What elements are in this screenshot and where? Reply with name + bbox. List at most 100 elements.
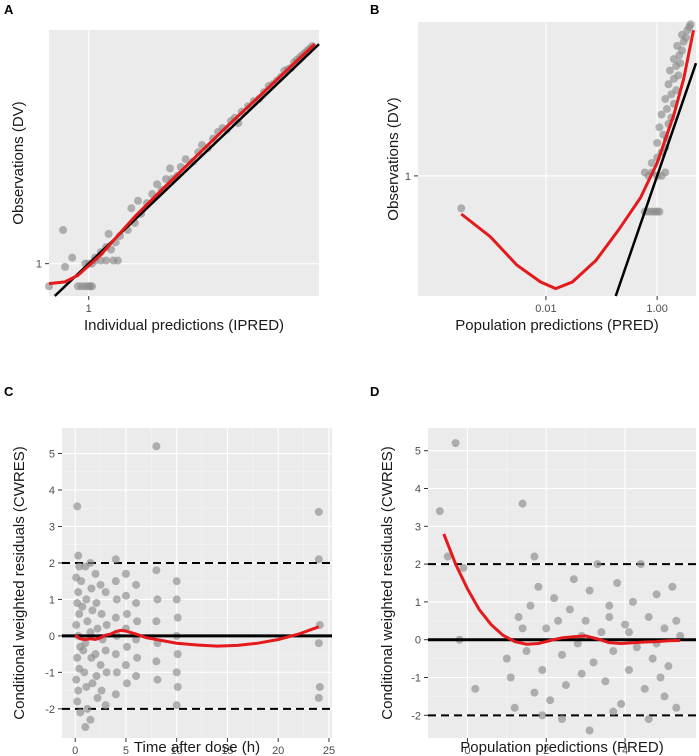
panel-d-y-tick-label: 1	[415, 597, 421, 609]
panel-b-smooth-curve	[460, 29, 695, 291]
panel-d-data-point	[530, 552, 539, 561]
panel-c-data-point	[172, 668, 181, 677]
panel-b-data-point	[661, 94, 670, 103]
panel-c-data-point	[93, 693, 102, 702]
panel-a-letter: A	[4, 2, 14, 17]
panel-a-data-point	[102, 256, 111, 265]
panel-d-data-point	[510, 703, 519, 712]
panel-a-data-point	[113, 256, 122, 265]
panel-c-data-point	[74, 551, 83, 560]
panel-d-data-point	[435, 507, 444, 516]
panel-d-x-tick-label: 2	[543, 745, 549, 756]
panel-c-data-point	[72, 675, 81, 684]
panel-c-data-point	[96, 580, 105, 589]
panel-d-data-point	[589, 658, 598, 667]
panel-d-y-tick-label: 2	[415, 559, 421, 571]
panel-b-data-point	[672, 86, 681, 95]
panel-b-data-point	[647, 159, 656, 168]
panel-b-data-point	[673, 41, 682, 50]
panel-c-data-point	[111, 613, 120, 622]
panel-a-data-point	[162, 175, 171, 184]
panel-c-data-point	[83, 704, 92, 713]
panel-c-data-point	[73, 697, 82, 706]
panel-b-data-point	[676, 59, 685, 68]
panel-c-data-point	[152, 442, 161, 451]
panel-c-data-point	[101, 646, 110, 655]
panel-c-y-tick-label: 3	[49, 521, 55, 533]
panel-c-data-point	[132, 635, 141, 644]
panel-c-data-point	[314, 639, 323, 648]
panel-c-data-point	[121, 661, 130, 670]
panel-c-data-point	[172, 701, 181, 710]
panel-d-data-point	[542, 624, 551, 633]
panel-d-data-point	[644, 715, 653, 724]
panel-d-data-point	[672, 616, 681, 625]
panel-d-data-point	[514, 613, 523, 622]
panel-c-data-point	[87, 584, 96, 593]
panel-c-data-point	[75, 562, 84, 571]
panel-d-data-point	[459, 563, 468, 572]
panel-a-data-point	[59, 226, 68, 235]
panel-d-data-point	[443, 552, 452, 561]
panel-c-data-point	[133, 617, 142, 626]
panel-d-data-point	[613, 579, 622, 587]
panel-c-data-point	[173, 613, 182, 622]
panel-c-data-point	[122, 679, 131, 688]
panel-c-data-point	[111, 555, 120, 564]
panel-c-data-point	[92, 599, 101, 608]
panel-d-data-point	[609, 647, 618, 656]
panel-c-data-point	[101, 701, 110, 710]
panel-c-y-tick-label: -1	[45, 667, 55, 679]
panel-a-data-point	[61, 262, 70, 271]
panel-b: B 0.01 1.00 1 Population predictions (PRED…	[370, 2, 698, 334]
panel-d-data-point	[573, 639, 582, 648]
panel-b-data-point	[665, 66, 674, 75]
panel-a-x-axis-title: Individual predictions (IPRED)	[84, 317, 284, 334]
panel-a: A 1 1 Individual predictions (IPRED) Obse…	[4, 2, 320, 334]
panel-b-data-point	[457, 204, 466, 213]
panel-c-data-point	[96, 661, 105, 670]
panel-c-data-point	[73, 502, 82, 511]
panel-c-data-point	[153, 595, 162, 604]
panel-c-data-point	[152, 566, 161, 575]
panel-b-data-point	[662, 104, 671, 113]
panel-c-data-point	[91, 569, 100, 578]
panel-c-data-point	[91, 650, 100, 659]
panel-b-data-point	[657, 110, 666, 119]
panel-d-data-point	[538, 711, 547, 720]
panel-c-data-point	[93, 624, 102, 633]
panel-c-data-point	[88, 606, 97, 615]
panel-a-data-point	[104, 229, 113, 238]
panel-d-data-point	[660, 624, 669, 633]
panel-d-data-point	[652, 590, 661, 599]
panel-d-data-point	[640, 684, 649, 693]
panel-c-data-point	[102, 668, 111, 677]
panel-b-letter: B	[370, 2, 379, 17]
panel-d-data-point	[593, 560, 602, 569]
panel-b-data-point	[661, 168, 670, 177]
panel-a-data-point	[87, 282, 96, 291]
panel-d-data-point	[561, 681, 570, 690]
panel-c-data-point	[86, 558, 95, 567]
panel-c-data-point	[82, 595, 91, 604]
panel-d-data-point	[530, 688, 539, 697]
panel-c-data-point	[112, 668, 121, 677]
panel-d-data-point	[605, 613, 614, 622]
panel-d-data-point	[648, 654, 657, 663]
panel-b-x-tick-label: 1.00	[646, 303, 667, 315]
panel-c-data-point	[121, 569, 130, 578]
panel-d-data-point	[644, 613, 653, 622]
panel-c-data-point	[111, 690, 120, 699]
panel-c-data-point	[75, 610, 84, 618]
panel-c-data-point	[314, 507, 323, 516]
panel-d-data-point	[558, 715, 566, 724]
panel-a-x-tick-label: 1	[86, 303, 92, 315]
panel-c-data-point	[121, 591, 130, 600]
panel-c-x-tick-label: 15	[221, 745, 233, 756]
panel-c-data-point	[172, 577, 181, 586]
panel-d-data-point	[585, 586, 594, 595]
panel-a-y-tick-label: 1	[36, 259, 42, 271]
panel-d-y-tick-label: 3	[415, 521, 421, 533]
panel-c-data-point	[132, 580, 141, 589]
